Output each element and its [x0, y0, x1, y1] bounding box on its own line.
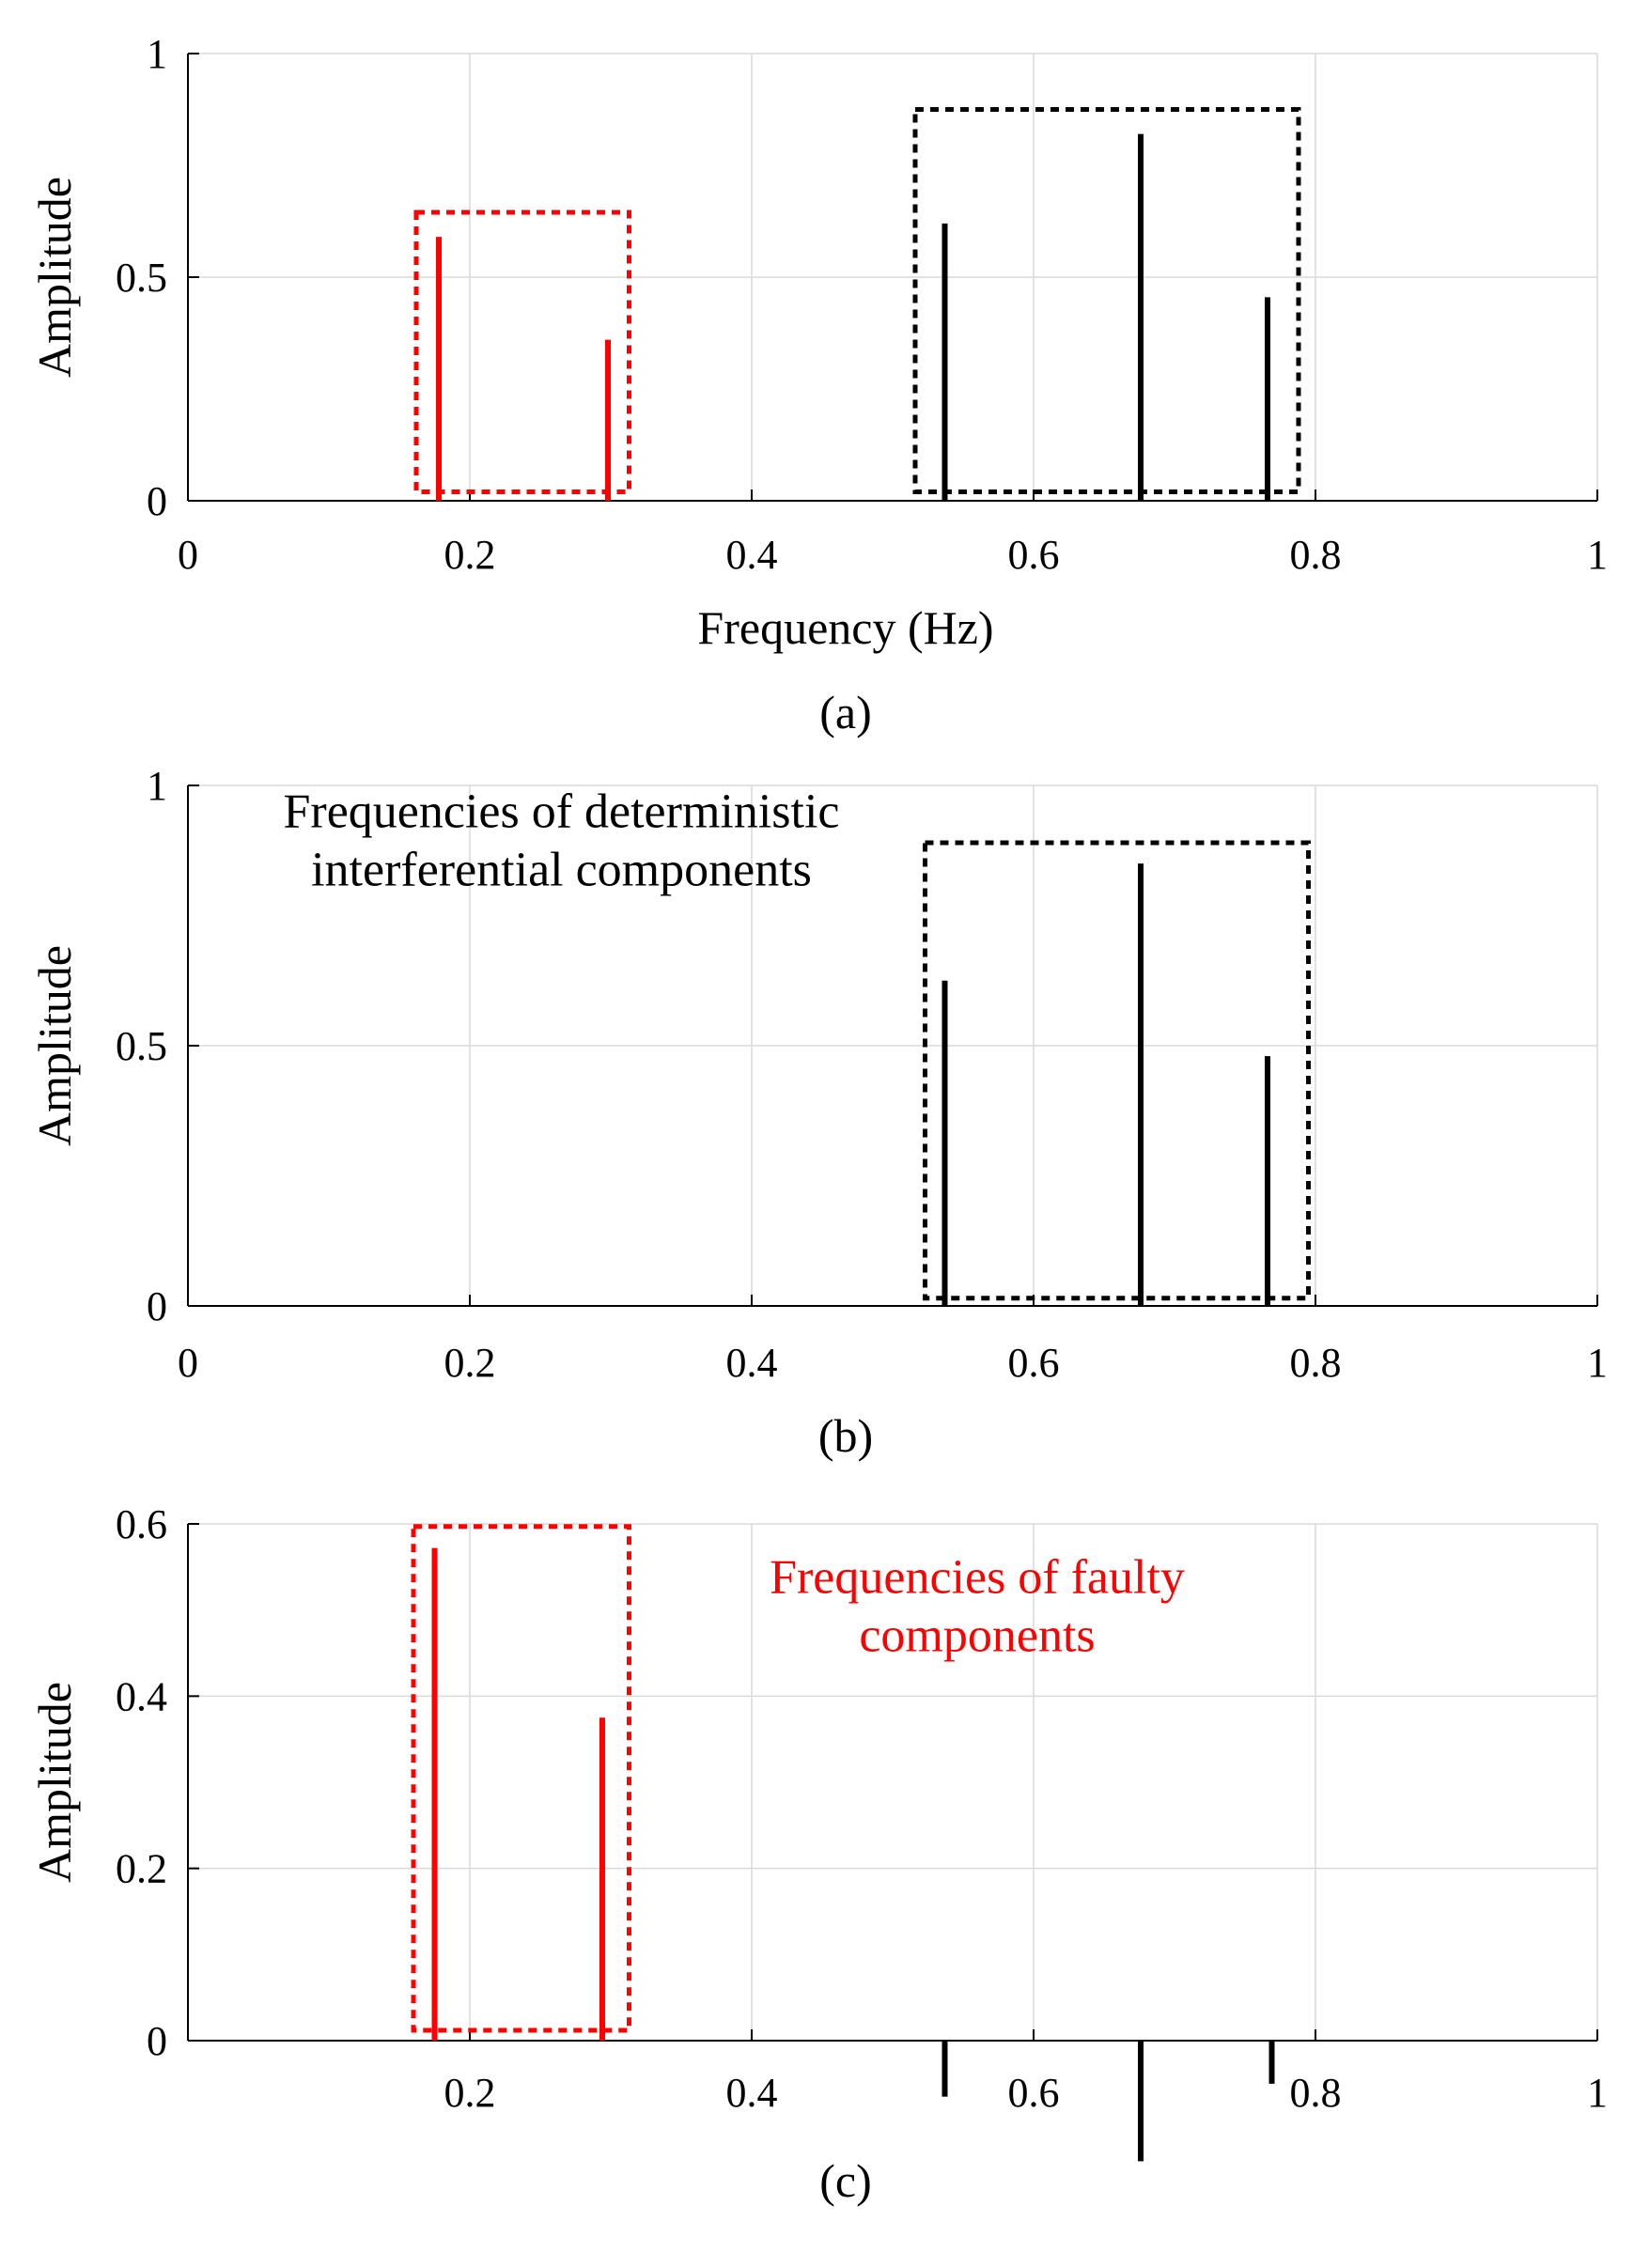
chart-panel-b: 0 0.2 0.4 0.6 0.8 1 0 0.5 1 Amplitude (b) Frequenci… [28, 763, 1608, 1462]
x-tick-label: 0.6 [1008, 1340, 1060, 1386]
y-axis-label: Amplitude [28, 177, 81, 378]
faulty-box [413, 210, 631, 494]
y-axis-label: Amplitude [28, 945, 81, 1146]
y-axis-label: Amplitude [28, 1682, 81, 1883]
deterministic-annotation-line: Frequencies of deterministic [283, 784, 839, 838]
faulty-annotation-line: components [859, 1608, 1095, 1662]
x-axis-label: Frequency (Hz) [697, 601, 993, 654]
x-tick-label: 0.6 [1008, 532, 1060, 578]
x-tick-label: 0.4 [726, 532, 778, 578]
x-tick-label: 1 [1587, 532, 1608, 578]
panel-caption: (b) [818, 1409, 873, 1462]
faulty-box [411, 1524, 631, 2033]
faulty-annotation-line: Frequencies of faulty [770, 1550, 1185, 1604]
deterministic-box [923, 840, 1311, 1301]
y-tick-label: 0.6 [116, 1501, 167, 1547]
y-tick-label: 0 [147, 478, 167, 524]
y-tick-label: 1 [147, 763, 167, 809]
y-tick-label: 0 [147, 2018, 167, 2064]
x-tick-label: 0 [178, 1340, 198, 1386]
y-tick-label: 0.5 [116, 255, 167, 301]
x-tick-label: 1 [1587, 1340, 1608, 1386]
chart-panel-c: 0.2 0.4 0.6 0.8 1 0 0.2 0.4 0.6 Amplitude (c) Frequ… [28, 1501, 1608, 2207]
x-tick-label: 1 [1587, 2070, 1608, 2116]
x-tick-label: 0.6 [1008, 2070, 1060, 2116]
y-tick-label: 0.4 [116, 1673, 167, 1719]
panel-caption: (a) [819, 686, 872, 738]
deterministic-annotation-line: interferential components [311, 843, 812, 896]
x-tick-label: 0.4 [726, 2070, 778, 2116]
y-tick-label: 0.2 [116, 1846, 167, 1892]
y-tick-label: 0 [147, 1283, 167, 1329]
y-tick-label: 1 [147, 31, 167, 77]
deterministic-box [912, 107, 1301, 494]
panel-caption: (c) [819, 2154, 872, 2207]
x-tick-label: 0.4 [726, 1340, 778, 1386]
x-tick-label: 0.2 [444, 2070, 496, 2116]
x-tick-label: 0.2 [444, 532, 496, 578]
x-tick-label: 0.2 [444, 1340, 496, 1386]
y-tick-label: 0.5 [116, 1023, 167, 1069]
x-tick-label: 0 [178, 532, 198, 578]
x-tick-label: 0.8 [1290, 532, 1342, 578]
x-tick-label: 0.8 [1290, 2070, 1342, 2116]
chart-panel-a: 0 0.2 0.4 0.6 0.8 1 0 0.5 1 Amplitude Frequency (H… [28, 31, 1608, 738]
x-tick-label: 0.8 [1290, 1340, 1342, 1386]
